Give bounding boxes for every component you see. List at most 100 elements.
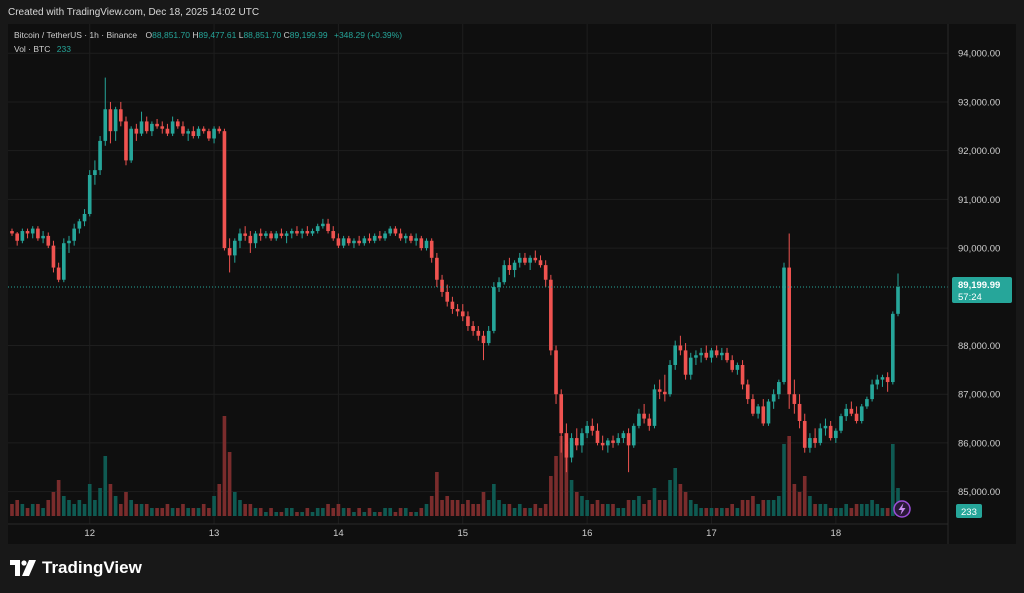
volume-bar (103, 456, 108, 516)
lightning-icon[interactable] (893, 500, 911, 518)
high-label: H (192, 30, 199, 40)
candle-body (191, 131, 196, 137)
volume-bar (787, 436, 792, 516)
candle-body (606, 440, 610, 446)
volume-bar (823, 504, 828, 516)
volume-bar (595, 500, 600, 516)
candle-body (321, 223, 325, 227)
volume-bar (745, 500, 750, 516)
candle-body (720, 352, 724, 356)
tradingview-logo (10, 560, 36, 576)
volume-bar (455, 500, 460, 516)
candle-body (36, 228, 40, 239)
volume-bar (709, 508, 714, 516)
change-value: +348.29 (+0.39%) (333, 30, 403, 40)
volume-bar (201, 504, 206, 516)
candle-body (854, 413, 859, 422)
volume-bar (435, 472, 439, 516)
chart-area[interactable]: 94,000.00 93,000.00 92,000.00 91,000.00 90,0… (8, 24, 1016, 544)
candle-body (264, 233, 268, 236)
candle-body (460, 311, 465, 317)
candle-body (792, 394, 797, 404)
candle-body (212, 128, 216, 139)
candle-body (186, 131, 190, 134)
candle-body (289, 231, 294, 234)
candle-body (688, 357, 693, 375)
volume-bar (212, 496, 216, 516)
volume-bar (300, 512, 304, 516)
volume-bar (517, 504, 522, 516)
candle-body (657, 389, 662, 392)
candle-body (367, 238, 372, 241)
volume-bar (129, 500, 133, 516)
volume-bar (564, 444, 569, 516)
price-tick-label: 94,000.00 (958, 49, 1000, 60)
candle-body (103, 109, 108, 141)
volume-bar (834, 508, 838, 516)
volume-bar (186, 508, 190, 516)
candle-body (818, 428, 823, 443)
volume-bar (98, 488, 102, 516)
candle-body (486, 330, 491, 344)
volume-bar (828, 508, 833, 516)
candle-body (740, 364, 745, 385)
volume-bar (880, 508, 885, 516)
candle-body (497, 282, 501, 288)
volume-bar (289, 508, 294, 516)
candle-body (331, 231, 336, 239)
candle-body (600, 442, 605, 446)
candle-body (118, 109, 123, 122)
volume-bar (440, 500, 444, 516)
candle-body (828, 425, 833, 439)
volume-bar (326, 504, 330, 516)
volume-bar (108, 484, 113, 516)
volume-bar (274, 512, 279, 516)
time-axis[interactable]: 12 13 14 15 16 17 18 (8, 523, 948, 539)
volume-bar (124, 492, 128, 516)
volume-bar (792, 484, 797, 516)
candle-body (761, 406, 766, 424)
volume-bar (150, 508, 154, 516)
volume-bar (30, 504, 35, 516)
volume-bar (512, 508, 517, 516)
volume-bar (839, 508, 843, 516)
tradingview-branding: TradingView (10, 558, 142, 578)
volume-tag: 233 (956, 504, 982, 518)
volume-value: 233 (56, 44, 71, 54)
candle-body (72, 228, 76, 241)
volume-bar (269, 508, 273, 516)
candle-body (51, 245, 56, 268)
volume-bar (409, 512, 413, 516)
volume-bar (419, 508, 424, 516)
volume-bar (56, 480, 61, 516)
candle-body (787, 267, 792, 395)
volume-bar (264, 512, 268, 516)
volume-bar (372, 512, 377, 516)
candle-body (25, 231, 30, 234)
volume-bar (388, 508, 393, 516)
volume-bar (818, 504, 823, 516)
candle-body (476, 330, 481, 336)
created-with-text: Created with TradingView.com, Dec 18, 20… (8, 7, 260, 18)
volume-bar (497, 500, 501, 516)
volume-bar (637, 496, 641, 516)
candle-body (590, 425, 595, 431)
candlestick-chart[interactable]: 94,000.00 93,000.00 92,000.00 91,000.00 90,0… (8, 24, 1016, 544)
volume-bar (574, 492, 579, 516)
candle-body (766, 401, 771, 424)
volume-bar (243, 504, 247, 516)
price-tick-label: 90,000.00 (958, 244, 1000, 255)
candle-body (388, 228, 393, 234)
candle-body (67, 240, 71, 244)
volume-bar (403, 508, 408, 516)
volume-bar (740, 500, 745, 516)
candle-body (383, 233, 387, 239)
volume-bar (730, 504, 735, 516)
volume-bar (559, 436, 564, 516)
candle-body (745, 384, 750, 400)
candle-body (751, 399, 755, 414)
volume-bar (885, 508, 890, 516)
price-axis[interactable]: 94,000.00 93,000.00 92,000.00 91,000.00 90,0… (947, 24, 1000, 544)
volume-bar (196, 508, 201, 516)
price-tick-label: 86,000.00 (958, 438, 1000, 449)
